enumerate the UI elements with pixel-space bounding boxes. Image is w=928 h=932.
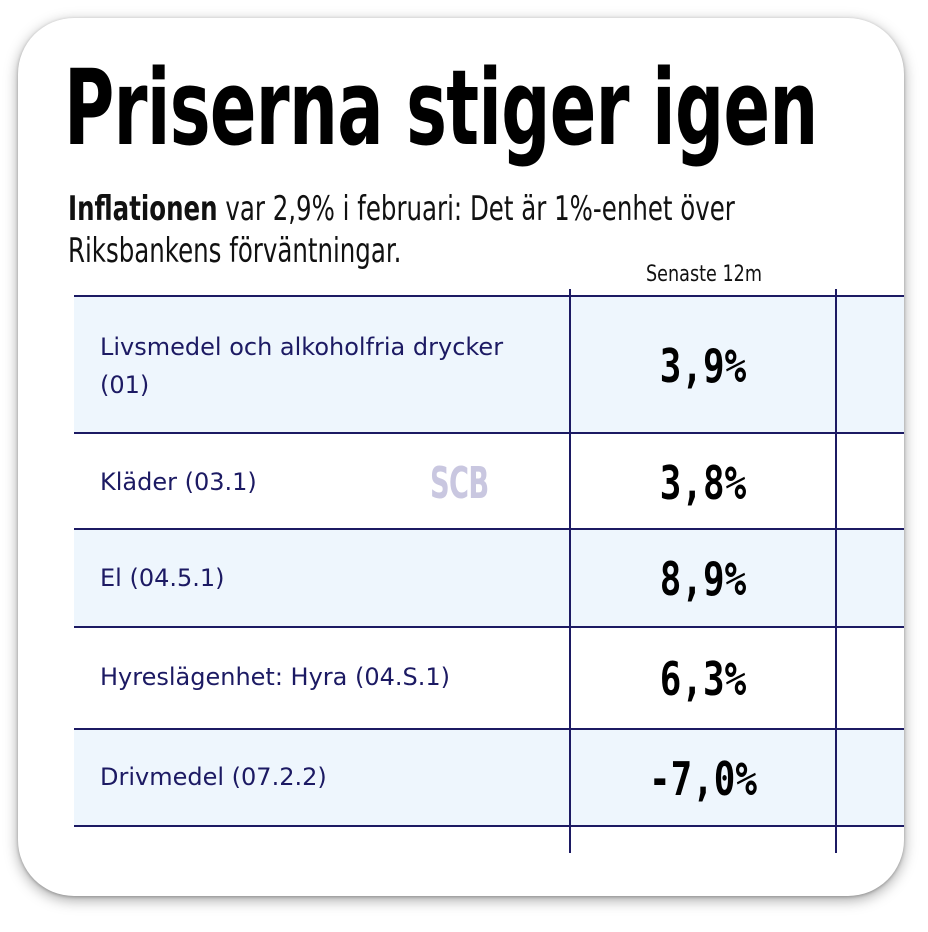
row-label: Drivmedel (07.2.2) bbox=[100, 763, 327, 791]
subtitle: Inflationen var 2,9% i februari: Det är … bbox=[68, 188, 860, 272]
inflation-table: Livsmedel och alkoholfria drycker (01) 3… bbox=[74, 295, 904, 829]
table-row: El (04.5.1) 8,9% bbox=[74, 530, 904, 628]
column-header: Senaste 12m bbox=[646, 262, 762, 287]
infographic-card: Priserna stiger igen Inflationen var 2,9… bbox=[18, 18, 904, 896]
scb-watermark-logo: SCB bbox=[430, 458, 489, 509]
row-label: El (04.5.1) bbox=[100, 564, 225, 592]
table-row: Kläder (03.1) 3,8% bbox=[74, 434, 904, 530]
row-value: -7,0% bbox=[648, 752, 758, 806]
row-label: Livsmedel och alkoholfria drycker (01) bbox=[100, 333, 504, 399]
subtitle-rest: var 2,9% i februari: Det är 1%-enhet öve… bbox=[68, 189, 735, 271]
table-row: Livsmedel och alkoholfria drycker (01) 3… bbox=[74, 295, 904, 434]
row-value: 3,9% bbox=[659, 339, 747, 393]
headline: Priserna stiger igen bbox=[64, 47, 818, 169]
table-row: Drivmedel (07.2.2) -7,0% bbox=[74, 730, 904, 827]
row-value: 6,3% bbox=[659, 652, 747, 706]
column-divider bbox=[569, 289, 571, 853]
row-value: 8,9% bbox=[659, 552, 747, 606]
table-row: Hyreslägenhet: Hyra (04.S.1) 6,3% bbox=[74, 628, 904, 730]
row-label: Hyreslägenhet: Hyra (04.S.1) bbox=[100, 663, 451, 691]
row-label: Kläder (03.1) bbox=[100, 468, 257, 496]
column-divider bbox=[835, 289, 837, 853]
subtitle-lead: Inflationen bbox=[68, 189, 218, 229]
row-value: 3,8% bbox=[659, 456, 747, 510]
